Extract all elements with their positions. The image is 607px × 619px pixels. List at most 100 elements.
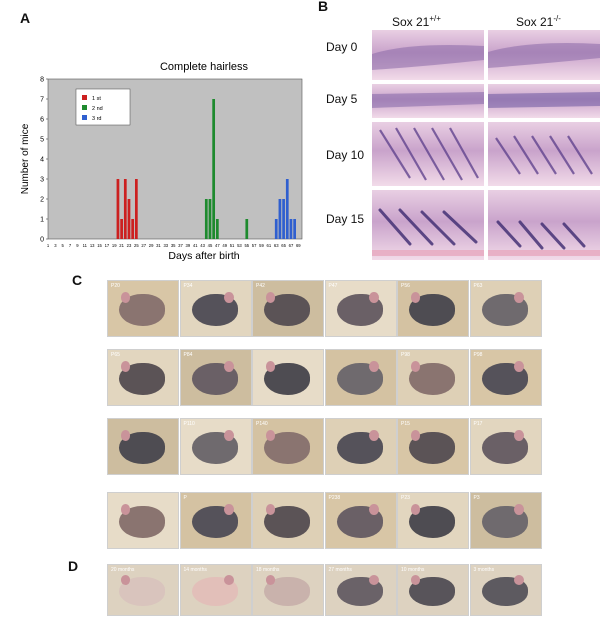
x-tick-label: 25 xyxy=(134,243,139,248)
x-tick-label: 19 xyxy=(112,243,117,248)
x-tick-label: 37 xyxy=(178,243,183,248)
mouse-photo-c-1-5: P98 xyxy=(469,349,542,406)
bar xyxy=(123,179,127,239)
mouse-ear xyxy=(513,504,524,515)
x-tick-label: 39 xyxy=(186,243,191,248)
y-tick-label: 4 xyxy=(40,157,44,164)
x-tick-label: 57 xyxy=(252,243,257,248)
mouse-ear xyxy=(368,430,379,441)
photo-age-label: P20 xyxy=(111,283,120,289)
x-tick-label: 13 xyxy=(90,243,95,248)
y-tick-label: 1 xyxy=(40,217,44,224)
x-tick-label: 3 xyxy=(54,243,57,248)
mouse-photo-c-2-5: P17 xyxy=(469,418,542,475)
mouse-ear xyxy=(223,361,234,372)
photo-age-label: 14 months xyxy=(183,567,207,573)
mouse-ear xyxy=(223,575,234,585)
column-gene: Sox 21 xyxy=(392,15,430,29)
bar xyxy=(274,219,278,239)
mouse-photo-c-3-2 xyxy=(252,492,324,549)
photo-age-label: P98 xyxy=(401,352,410,358)
mouse-ear xyxy=(368,504,379,515)
column-genotype: +/+ xyxy=(429,14,441,23)
photo-age-label: P17 xyxy=(473,421,483,427)
photo-age-label: P238 xyxy=(328,495,341,501)
mouse-photo-c-3-0 xyxy=(107,492,179,549)
mouse-photo-c-1-4: P98 xyxy=(397,349,469,406)
x-tick-label: 23 xyxy=(127,243,132,248)
mouse-photo-d-0: 20 months xyxy=(107,564,179,616)
mouse-photo-c-3-1: P xyxy=(179,492,252,549)
photo-age-label: P15 xyxy=(401,421,410,427)
x-tick-label: 29 xyxy=(149,243,154,248)
x-tick-label: 21 xyxy=(119,243,124,248)
photo-age-label: P xyxy=(183,495,187,501)
mouse-photo-c-0-3: P47 xyxy=(324,280,397,337)
x-tick-label: 7 xyxy=(69,243,72,248)
x-tick-label: 55 xyxy=(244,243,249,248)
mouse-ear xyxy=(410,430,421,441)
photo-age-label: 10 months xyxy=(401,567,425,573)
panel-label-a: A xyxy=(20,10,31,26)
photo-age-label: P56 xyxy=(401,283,410,289)
bar xyxy=(278,199,282,239)
bar xyxy=(212,99,216,239)
x-tick-label: 61 xyxy=(267,243,272,248)
y-axis-label: Number of mice xyxy=(20,123,31,194)
bars xyxy=(116,99,296,239)
photo-age-label: P63 xyxy=(473,283,483,289)
y-tick-label: 2 xyxy=(40,197,44,204)
bar xyxy=(215,219,219,239)
mouse-ear xyxy=(223,504,234,515)
bar xyxy=(282,199,285,239)
mouse-ear xyxy=(368,575,379,585)
mouse-photo-c-3-5: P3 xyxy=(469,492,542,549)
mouse-ear xyxy=(120,430,131,441)
bar xyxy=(245,219,249,239)
photo-age-label: P65 xyxy=(111,352,120,358)
mouse-ear xyxy=(368,361,379,372)
legend-entry: 2 nd xyxy=(92,106,103,112)
mouse-photo-c-0-0: P20 xyxy=(107,280,179,337)
x-tick-label: 1 xyxy=(47,243,50,248)
photo-age-label: P23 xyxy=(401,495,410,501)
photo-age-label: P140 xyxy=(256,421,268,427)
x-tick-label: 51 xyxy=(230,243,235,248)
mouse-ear xyxy=(265,361,276,372)
x-tick-label: 53 xyxy=(237,243,242,248)
row-label-day0: Day 0 xyxy=(326,40,358,54)
mouse-photo-c-2-1: P110 xyxy=(179,418,252,475)
mouse-photo-c-1-1: P84 xyxy=(179,349,252,406)
mouse-ear xyxy=(120,292,131,303)
mouse-ear xyxy=(410,575,421,585)
photo-age-label: 3 months xyxy=(473,567,495,573)
photo-age-label: 18 months xyxy=(256,567,280,573)
mouse-ear xyxy=(223,292,234,303)
y-tick-label: 8 xyxy=(40,77,44,84)
column-genotype: -/- xyxy=(553,14,561,23)
photo-age-label: P84 xyxy=(183,352,193,358)
x-tick-label: 47 xyxy=(215,243,220,248)
photo-age-label: P98 xyxy=(473,352,483,358)
y-tick-label: 0 xyxy=(40,237,44,244)
x-tick-label: 49 xyxy=(222,243,227,248)
x-tick-label: 63 xyxy=(274,243,279,248)
mouse-photo-d-3: 27 months xyxy=(324,564,397,616)
photo-age-label: P34 xyxy=(183,283,193,289)
bar xyxy=(204,199,208,239)
column-label-knockout: Sox 21-/- xyxy=(516,14,561,29)
row-label-day15: Day 15 xyxy=(326,212,365,226)
mouse-photo-d-1: 14 months xyxy=(179,564,252,616)
mouse-photo-d-2: 18 months xyxy=(252,564,324,616)
mouse-photo-c-0-1: P34 xyxy=(179,280,252,337)
panel-label-c: C xyxy=(72,272,83,288)
mouse-photo-c-0-4: P56 xyxy=(397,280,469,337)
mouse-ear xyxy=(265,430,276,441)
legend-entry: 3 rd xyxy=(92,116,101,122)
row-label-day5: Day 5 xyxy=(326,92,358,106)
x-tick-label: 33 xyxy=(163,243,168,248)
mouse-ear xyxy=(120,361,131,372)
mouse-ear xyxy=(120,504,131,515)
mouse-photo-c-1-3 xyxy=(324,349,397,406)
